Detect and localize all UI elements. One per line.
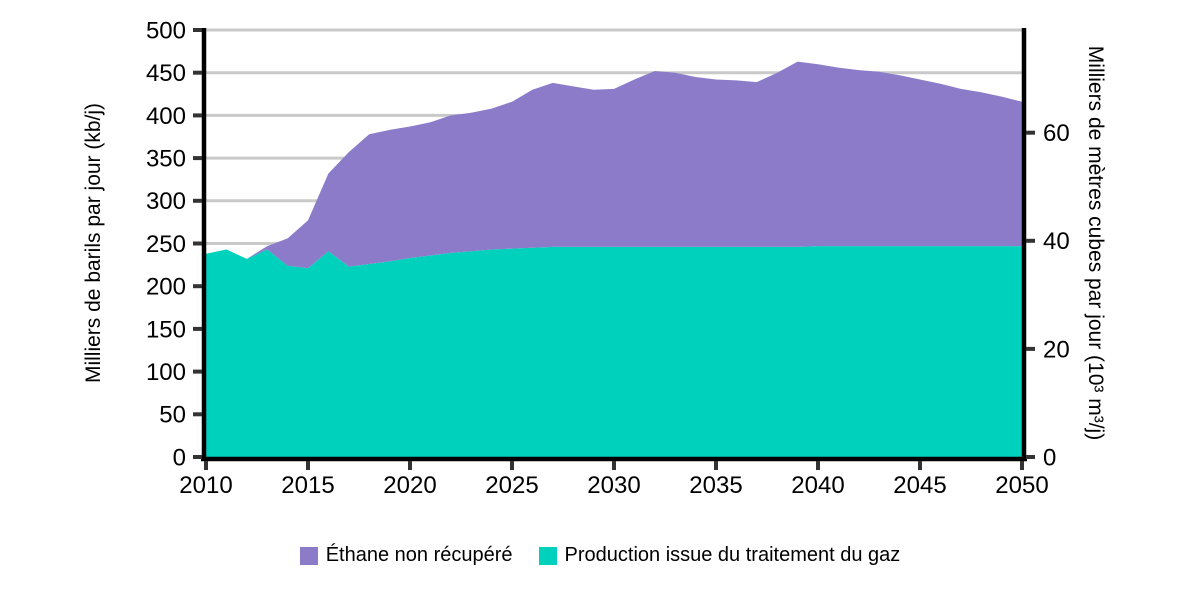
y-tick-label-right: 60	[1043, 120, 1070, 147]
y-tick-label-left: 400	[146, 103, 186, 130]
area-1	[206, 61, 1022, 269]
axes	[193, 28, 1035, 470]
legend-label-gas: Production issue du traitement du gaz	[564, 544, 901, 566]
y-tick-label-left: 200	[146, 274, 186, 301]
x-tick-label: 2015	[281, 472, 334, 499]
x-tick-label: 2045	[893, 472, 946, 499]
y-tick-label-left: 0	[173, 444, 186, 471]
y-tick-label-left: 100	[146, 359, 186, 386]
y-tick-label-left: 50	[159, 402, 186, 429]
legend-item-gas: Production issue du traitement du gaz	[538, 544, 901, 567]
y-tick-label-right: 20	[1043, 336, 1070, 363]
legend: Éthane non récupéré Production issue du …	[0, 544, 1200, 567]
x-tick-label: 2010	[179, 472, 232, 499]
x-tick-label: 2050	[995, 472, 1048, 499]
legend-item-ethane: Éthane non récupéré	[299, 544, 513, 567]
y-tick-label-left: 500	[146, 17, 186, 44]
right-axis-title: Milliers de mètres cubes par jour (10³ m…	[1084, 46, 1107, 440]
y-tick-label-left: 350	[146, 146, 186, 173]
left-axis-title: Milliers de barils par jour (kb/j)	[82, 103, 105, 383]
x-tick-label: 2040	[791, 472, 844, 499]
x-tick-label: 2035	[689, 472, 742, 499]
x-tick-label: 2030	[587, 472, 640, 499]
x-tick-label: 2020	[383, 472, 436, 499]
legend-label-ethane: Éthane non récupéré	[325, 544, 513, 566]
y-tick-label-left: 300	[146, 188, 186, 215]
y-tick-label-left: 250	[146, 231, 186, 258]
x-tick-label: 2025	[485, 472, 538, 499]
area-series	[206, 61, 1022, 457]
y-tick-label-right: 0	[1043, 444, 1056, 471]
y-tick-label-left: 150	[146, 316, 186, 343]
legend-swatch-ethane	[299, 546, 318, 565]
y-tick-label-right: 40	[1043, 228, 1070, 255]
legend-swatch-gas	[538, 546, 557, 565]
y-tick-label-left: 450	[146, 60, 186, 87]
tick-labels: 0501001502002503003504004505000204060201…	[146, 17, 1070, 499]
area-0	[206, 246, 1022, 457]
